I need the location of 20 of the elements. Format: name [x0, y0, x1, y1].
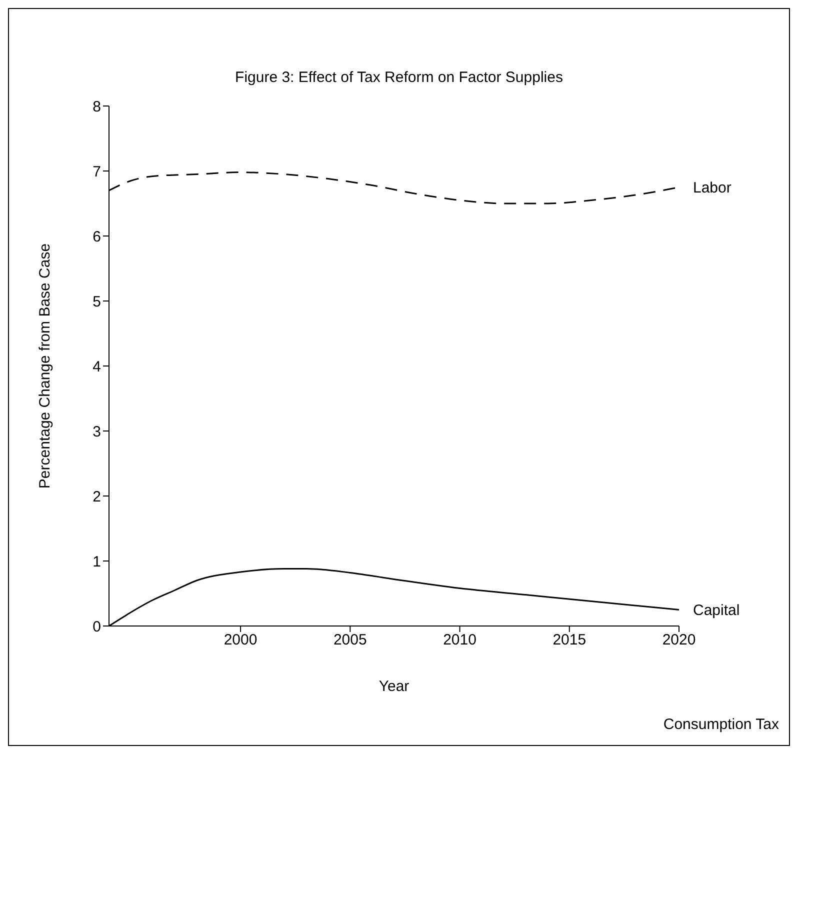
x-tick-label: 2005	[333, 632, 367, 649]
y-axis-title: Percentage Change from Base Case	[36, 243, 54, 489]
x-axis-title: Year	[378, 678, 410, 695]
x-tick-label: 2000	[224, 632, 258, 649]
y-tick-label: 3	[92, 423, 101, 440]
text: Consumption Tax	[662, 716, 780, 735]
series-label: Labor	[693, 179, 732, 196]
y-tick-label: 5	[92, 293, 101, 310]
y-tick-label: 1	[92, 553, 101, 570]
chart-title: Figure 3: Effect of Tax Reform on Factor Supplies	[234, 69, 564, 86]
y-tick-label: 2	[92, 488, 101, 506]
y-tick-label: 0	[92, 618, 101, 636]
y-tick-label: 7	[92, 163, 101, 180]
x-tick-label: 2020	[662, 632, 696, 649]
x-tick-label: 2015	[552, 632, 586, 649]
y-tick-label: 8	[92, 98, 101, 116]
series-label: Capital	[693, 602, 740, 619]
x-tick-label: 2010	[443, 632, 476, 649]
y-tick-label: 6	[92, 228, 101, 246]
y-tick-label: 4	[92, 358, 101, 376]
